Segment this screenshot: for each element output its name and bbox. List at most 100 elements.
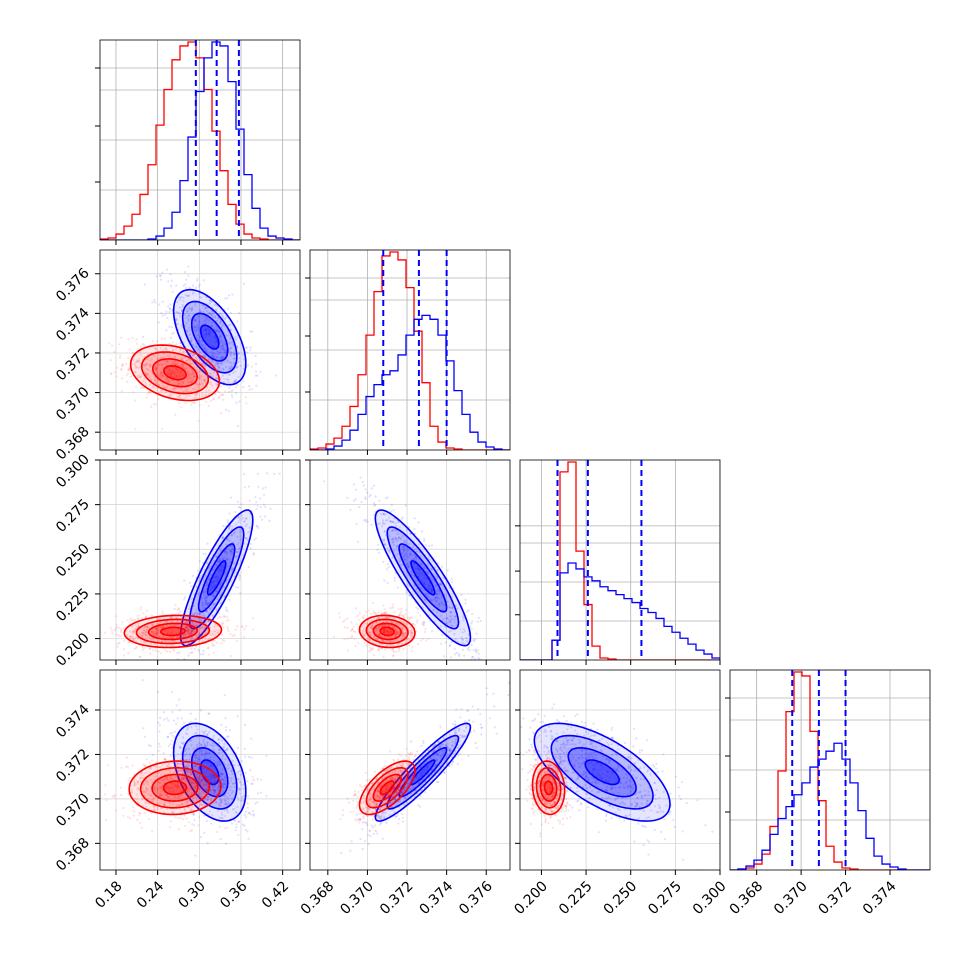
- y-tick-label: 0.376: [53, 265, 93, 305]
- scatter-panel-2-1: [310, 460, 510, 660]
- scatter-frame: [309, 669, 511, 871]
- contour-line: [172, 722, 247, 822]
- contour-line: [543, 780, 554, 796]
- x-tick-label: 0.200: [511, 878, 551, 918]
- contour-line: [372, 773, 402, 802]
- contour-line: [386, 526, 460, 630]
- density-contours-b: [374, 509, 472, 647]
- density-contours-a: [358, 614, 416, 649]
- density-contours-b: [179, 509, 254, 647]
- contour-line: [181, 300, 238, 374]
- contour-line: [128, 760, 222, 816]
- x-tick-label: 0.275: [645, 878, 685, 918]
- contour-line: [135, 618, 211, 645]
- hist-panel-0: [100, 40, 300, 240]
- contour-line: [190, 312, 229, 362]
- x-tick-label: 0.372: [377, 878, 417, 918]
- x-tick-label: 0.368: [298, 878, 338, 918]
- contour-line: [358, 614, 416, 649]
- x-tick-label: 0.42: [259, 878, 292, 911]
- x-tick-label: 0.376: [456, 878, 496, 918]
- hist-series-a: [730, 671, 930, 870]
- hist-series-b: [100, 41, 300, 240]
- contour-line: [140, 351, 210, 395]
- scatter-frame: [519, 669, 721, 871]
- contour-line: [372, 622, 402, 641]
- contour-line: [379, 626, 396, 637]
- contour-line: [358, 760, 416, 816]
- density-contours-a: [123, 614, 223, 649]
- scatter-points-b: [520, 703, 714, 870]
- x-tick-label: 0.36: [217, 878, 250, 911]
- contour-line: [162, 780, 188, 796]
- contour-line: [531, 760, 566, 816]
- x-tick-label: 0.24: [134, 878, 167, 911]
- hist-frame: [729, 669, 931, 871]
- contour-line: [181, 734, 238, 810]
- contour-line: [151, 773, 199, 802]
- contour-line: [398, 543, 448, 613]
- y-tick-label: 0.372: [53, 344, 93, 384]
- scatter-frame: [309, 459, 511, 661]
- contour-line: [199, 324, 220, 350]
- scatter-panel-2-0: [100, 460, 300, 660]
- x-tick-label: 0.30: [176, 878, 209, 911]
- hist-panel-2: [520, 460, 720, 660]
- contour-line: [129, 344, 221, 402]
- contour-line: [386, 734, 460, 810]
- contour-line: [188, 526, 245, 630]
- x-tick-label: 0.374: [860, 878, 900, 918]
- density-contours-b: [172, 288, 247, 386]
- density-contours-a: [129, 344, 221, 402]
- x-tick-label: 0.370: [771, 878, 811, 918]
- contour-line: [179, 509, 254, 647]
- contour-line: [550, 734, 654, 810]
- hist-series-a: [520, 461, 720, 660]
- density-contours-b: [172, 722, 247, 822]
- contour-line: [365, 766, 409, 809]
- x-tick-label: 0.18: [92, 878, 125, 911]
- contour-line: [365, 618, 409, 645]
- hist-series-a: [310, 251, 510, 450]
- y-tick-label: 0.250: [53, 541, 93, 581]
- contour-line: [199, 759, 220, 786]
- contour-line: [172, 288, 247, 386]
- scatter-panel-3-2: [520, 670, 720, 870]
- contour-line: [539, 773, 558, 802]
- y-tick-label: 0.370: [53, 790, 93, 830]
- hist-series-b: [310, 314, 510, 450]
- y-tick-label: 0.368: [53, 835, 93, 875]
- density-contours-a: [128, 760, 222, 816]
- contour-line: [197, 543, 236, 613]
- scatter-panel-3-1: [310, 670, 510, 870]
- hist-frame: [309, 249, 511, 451]
- contour-line: [535, 766, 562, 809]
- scatter-frame: [99, 669, 301, 871]
- hist-series-b: [520, 562, 720, 660]
- contour-line: [533, 722, 671, 822]
- contour-line: [160, 626, 186, 637]
- y-tick-label: 0.275: [53, 496, 93, 536]
- contour-line: [398, 746, 448, 798]
- hist-panel-1: [310, 250, 510, 450]
- x-tick-label: 0.374: [417, 878, 457, 918]
- hist-series-a: [100, 41, 300, 240]
- contour-line: [163, 364, 187, 381]
- y-tick-label: 0.370: [53, 384, 93, 424]
- y-tick-label: 0.374: [53, 701, 93, 741]
- density-contours-b: [533, 722, 671, 822]
- contour-line: [374, 722, 472, 822]
- contour-line: [147, 622, 199, 641]
- x-tick-label: 0.370: [337, 878, 377, 918]
- hist-series-b: [730, 742, 930, 870]
- x-tick-label: 0.250: [601, 878, 641, 918]
- scatter-frame: [99, 459, 301, 661]
- contour-line: [379, 780, 396, 796]
- density-contours-a: [531, 760, 566, 816]
- x-tick-label: 0.372: [816, 878, 856, 918]
- y-tick-label: 0.225: [53, 585, 93, 625]
- contour-line: [139, 766, 211, 809]
- contour-line: [206, 560, 227, 596]
- scatter-panel-3-0: [100, 670, 300, 870]
- contour-line: [374, 509, 472, 647]
